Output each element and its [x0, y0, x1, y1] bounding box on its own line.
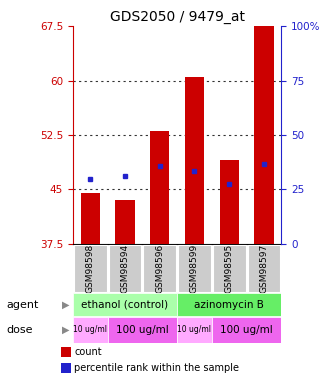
Bar: [177, 293, 281, 316]
Text: 10 ug/ml: 10 ug/ml: [177, 326, 212, 334]
Bar: [212, 317, 281, 343]
Text: dose: dose: [7, 325, 33, 335]
Text: azinomycin B: azinomycin B: [194, 300, 264, 310]
Bar: [220, 160, 239, 244]
Bar: [108, 317, 177, 343]
Text: GSM98595: GSM98595: [225, 243, 234, 293]
Text: agent: agent: [7, 300, 39, 310]
Bar: [150, 131, 169, 244]
Bar: [255, 26, 273, 244]
Text: 10 ug/ml: 10 ug/ml: [73, 326, 107, 334]
Bar: [185, 77, 204, 244]
Bar: [73, 317, 108, 343]
Bar: [213, 245, 246, 291]
Text: GSM98597: GSM98597: [260, 243, 268, 293]
Bar: [109, 245, 141, 291]
Text: GSM98598: GSM98598: [86, 243, 95, 293]
Bar: [61, 363, 71, 373]
Bar: [74, 245, 107, 291]
Bar: [248, 245, 280, 291]
Text: percentile rank within the sample: percentile rank within the sample: [74, 363, 239, 373]
Bar: [73, 293, 177, 316]
Text: 100 ug/ml: 100 ug/ml: [116, 325, 169, 335]
Bar: [177, 317, 212, 343]
Text: GSM98594: GSM98594: [120, 244, 129, 292]
Bar: [143, 245, 176, 291]
Text: count: count: [74, 347, 102, 357]
Bar: [178, 245, 211, 291]
Text: ▶: ▶: [63, 325, 70, 335]
Text: ▶: ▶: [63, 300, 70, 310]
Text: GSM98596: GSM98596: [155, 243, 164, 293]
Text: GSM98599: GSM98599: [190, 243, 199, 293]
Title: GDS2050 / 9479_at: GDS2050 / 9479_at: [110, 10, 245, 24]
Text: 100 ug/ml: 100 ug/ml: [220, 325, 273, 335]
Text: ethanol (control): ethanol (control): [81, 300, 168, 310]
Bar: [61, 347, 71, 357]
Bar: [81, 193, 100, 244]
Bar: [116, 200, 134, 244]
